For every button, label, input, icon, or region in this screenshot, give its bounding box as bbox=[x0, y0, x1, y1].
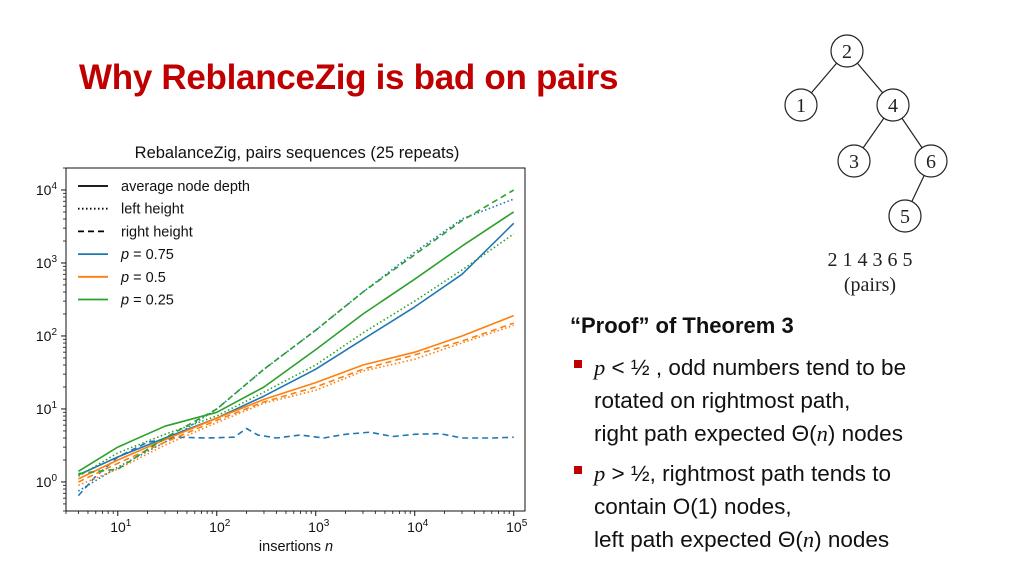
series-layer bbox=[77, 189, 515, 497]
bullet-text: ) nodes bbox=[814, 527, 890, 552]
series-line-1 bbox=[77, 198, 514, 492]
bullet-p-less-half: p < ½ , odd numbers tend to be rotated o… bbox=[570, 351, 1020, 450]
bullet-text: right path expected Θ( bbox=[594, 421, 817, 446]
legend-label-1: left height bbox=[121, 202, 184, 218]
tree-node-label-4: 4 bbox=[888, 95, 898, 117]
legend-label-0: average node depth bbox=[121, 179, 250, 195]
x-tick-label-1: 102 bbox=[209, 518, 231, 535]
legend-label-4: p = 0.5 bbox=[120, 270, 166, 286]
y-tick-label-0: 100 bbox=[36, 473, 58, 490]
legend-label-3: p = 0.75 bbox=[120, 247, 174, 263]
tree-node-label-1: 1 bbox=[796, 95, 806, 117]
tree-node-label-5: 5 bbox=[900, 206, 910, 228]
series-line-0 bbox=[78, 222, 515, 476]
series-line-2 bbox=[77, 427, 514, 497]
x-tick-label-4: 105 bbox=[506, 518, 528, 535]
bullet-line: p < ½ , odd numbers tend to be bbox=[594, 351, 1020, 384]
series-line-7 bbox=[77, 233, 515, 477]
bullet-text: < ½ , odd numbers tend to be bbox=[605, 355, 907, 380]
y-tick-label-3: 103 bbox=[36, 254, 58, 271]
tree-edges bbox=[800, 50, 932, 217]
bullet-square-icon bbox=[574, 466, 582, 474]
bullet-text: ) nodes bbox=[827, 421, 903, 446]
bullet-line: right path expected Θ(n) nodes bbox=[594, 417, 1020, 450]
tree-node-1 bbox=[784, 88, 818, 122]
x-axis-label: insertions n bbox=[259, 539, 333, 555]
pairs-tree-diagram: 2 1 4 3 6 5 2 1 4 3 6 5 (pairs) bbox=[784, 34, 948, 296]
bullet-line: p > ½, rightmost path tends to bbox=[594, 457, 1020, 490]
legend-label-5: p = 0.25 bbox=[120, 293, 174, 309]
plot-frame bbox=[65, 167, 526, 512]
bullet-p-greater-half: p > ½, rightmost path tends to contain O… bbox=[570, 457, 1020, 556]
bullet-square-icon bbox=[574, 360, 582, 368]
y-tick-label-1: 101 bbox=[36, 400, 58, 417]
tree-node-5 bbox=[888, 199, 922, 233]
chart: RebalanceZig, pairs sequences (25 repeat… bbox=[36, 144, 528, 555]
legend: average node depth left height right heigh… bbox=[78, 179, 250, 309]
tree-node-label-2: 2 bbox=[842, 41, 852, 63]
tree-node-3 bbox=[837, 144, 871, 178]
tree-sequence: 2 1 4 3 6 5 bbox=[828, 249, 913, 271]
tree-node-2 bbox=[830, 34, 864, 68]
x-tick-label-0: 101 bbox=[110, 518, 132, 535]
var-n: n bbox=[802, 527, 815, 552]
bullet-line: left path expected Θ(n) nodes bbox=[594, 523, 1020, 556]
bullet-line: contain O(1) nodes, bbox=[594, 494, 792, 519]
series-line-6 bbox=[77, 211, 515, 472]
legend-label-2: right height bbox=[121, 224, 193, 240]
x-tick-label-2: 103 bbox=[308, 518, 330, 535]
bullet-line: rotated on rightmost path, bbox=[594, 388, 851, 413]
chart-title: RebalanceZig, pairs sequences (25 repeat… bbox=[135, 144, 460, 162]
tree-nodes: 2 1 4 3 6 5 bbox=[784, 34, 948, 233]
series-line-3 bbox=[78, 314, 514, 480]
var-p: p bbox=[594, 355, 606, 380]
tree-node-label-6: 6 bbox=[926, 151, 936, 173]
bullet-text: > ½, rightmost path tends to bbox=[605, 461, 892, 486]
y-tick-label-4: 104 bbox=[36, 181, 58, 198]
tree-node-label-3: 3 bbox=[849, 151, 859, 173]
ticks-layer: 101 102 103 104 105 100 101 102 103 104 bbox=[36, 167, 528, 535]
tree-node-6 bbox=[914, 144, 948, 178]
series-line-8 bbox=[78, 189, 515, 475]
bullet-text: left path expected Θ( bbox=[594, 527, 803, 552]
var-p: p bbox=[594, 461, 606, 486]
tree-caption: (pairs) bbox=[844, 274, 896, 296]
tree-node-4 bbox=[876, 88, 910, 122]
var-n: n bbox=[816, 421, 828, 446]
proof-heading: “Proof” of Theorem 3 bbox=[570, 313, 794, 338]
proof-section: “Proof” of Theorem 3 p < ½ , odd numbers… bbox=[570, 313, 1020, 563]
series-line-4 bbox=[78, 324, 514, 487]
slide-title: Why ReblanceZig is bad on pairs bbox=[79, 58, 619, 97]
x-tick-label-3: 104 bbox=[407, 518, 429, 535]
y-tick-label-2: 102 bbox=[36, 327, 58, 344]
series-line-5 bbox=[78, 322, 514, 483]
